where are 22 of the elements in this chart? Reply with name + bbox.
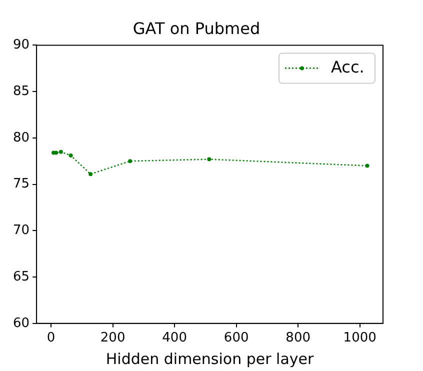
y-tick-label: 75 xyxy=(12,176,30,192)
y-tick-label: 90 xyxy=(12,38,30,53)
y-tick-label: 80 xyxy=(12,130,30,146)
point xyxy=(68,154,73,158)
y-tick-label: 85 xyxy=(12,84,30,99)
y-tick-label: 70 xyxy=(12,223,30,238)
point xyxy=(58,150,63,154)
x-axis-title: Hidden dimension per layer xyxy=(106,350,314,368)
x-tick-label: 200 xyxy=(100,330,126,346)
x-tick-label: 0 xyxy=(46,330,56,346)
point xyxy=(207,157,212,162)
legend-label: Acc. xyxy=(331,57,364,76)
x-tick-label: 600 xyxy=(224,330,249,346)
point xyxy=(88,172,93,176)
chart-title: GAT on Pubmed xyxy=(132,18,260,38)
y-tick-label: 65 xyxy=(12,269,30,284)
point xyxy=(128,159,132,164)
point xyxy=(365,164,370,168)
x-tick-label: 400 xyxy=(162,330,187,346)
x-tick-label: 800 xyxy=(286,330,310,346)
y-tick-label: 60 xyxy=(12,316,30,331)
x-tick-label: 1000 xyxy=(343,330,376,346)
